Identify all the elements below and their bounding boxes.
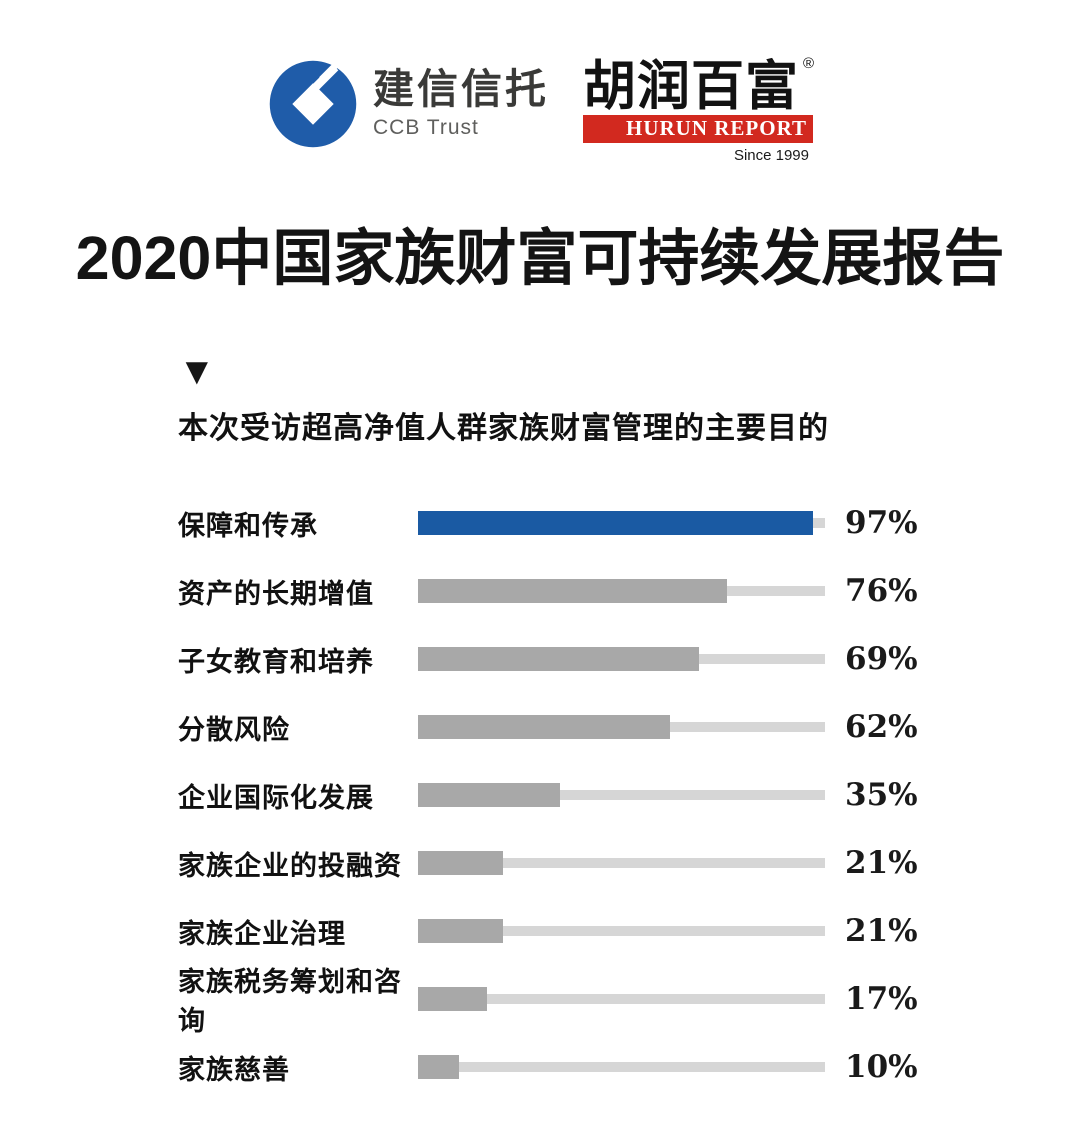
chart-section: ▼ 本次受访超高净值人群家族财富管理的主要目的 保障和传承 97% 资产的长期增… xyxy=(178,353,1080,1101)
hurun-banner: HURUN REPORT xyxy=(583,115,813,143)
category-label: 家族慈善 xyxy=(178,1054,290,1085)
category-label: 分散风险 xyxy=(178,714,290,745)
category-label: 保障和传承 xyxy=(178,510,318,541)
value-label: 62% xyxy=(845,709,918,745)
bar-remainder xyxy=(418,858,825,868)
bar-remainder xyxy=(418,994,825,1004)
ccb-name-en: CCB Trust xyxy=(373,115,479,139)
value-label: 35% xyxy=(845,777,918,813)
category-label: 家族税务筹划和咨询 xyxy=(178,967,402,1036)
bar-fill xyxy=(418,647,699,671)
value-label: 76% xyxy=(845,573,918,609)
bar-fill xyxy=(418,851,504,875)
value-label: 69% xyxy=(845,641,918,677)
bar-row: 家族企业治理 21% xyxy=(178,897,1080,965)
report-title: 2020中国家族财富可持续发展报告 xyxy=(75,224,1005,292)
bar-track xyxy=(418,579,825,603)
logo-header: 建信信托 CCB Trust 胡润百富 ® HURUN REPORT Since … xyxy=(0,0,1080,164)
category-label: 家族企业的投融资 xyxy=(178,850,402,881)
bar-track xyxy=(418,715,825,739)
ccb-trust-logo: 建信信托 CCB Trust xyxy=(267,58,549,150)
ccb-name-cn: 建信信托 xyxy=(373,66,549,113)
hurun-report-logo: 胡润百富 ® HURUN REPORT Since 1999 xyxy=(583,55,815,164)
bar-row: 资产的长期增值 76% xyxy=(178,557,1080,625)
value-label: 97% xyxy=(845,505,918,541)
triangle-marker-icon: ▼ xyxy=(178,351,216,393)
bar-fill xyxy=(418,511,813,535)
bar-remainder xyxy=(418,926,825,936)
category-label: 企业国际化发展 xyxy=(178,782,374,813)
bar-row: 分散风险 62% xyxy=(178,693,1080,761)
value-label: 21% xyxy=(845,845,918,881)
bar-row: 家族税务筹划和咨询 17% xyxy=(178,965,1080,1036)
hurun-since-label: Since 1999 xyxy=(733,147,809,164)
bar-fill xyxy=(418,919,504,943)
bar-row: 子女教育和培养 69% xyxy=(178,625,1080,693)
bar-row: 家族慈善 10% xyxy=(178,1033,1080,1101)
bar-row: 企业国际化发展 35% xyxy=(178,761,1080,829)
value-label: 10% xyxy=(845,1049,918,1085)
ccb-bank-icon xyxy=(267,58,359,150)
bar-fill xyxy=(418,715,671,739)
bar-track xyxy=(418,987,825,1011)
chart-title: 本次受访超高净值人群家族财富管理的主要目的 xyxy=(178,412,829,445)
bar-remainder xyxy=(418,790,825,800)
registered-mark: ® xyxy=(802,55,815,72)
bar-fill xyxy=(418,783,561,807)
bar-fill xyxy=(418,987,488,1011)
category-label: 子女教育和培养 xyxy=(178,646,374,677)
bar-fill xyxy=(418,1055,459,1079)
value-label: 17% xyxy=(845,981,918,1017)
bar-fill xyxy=(418,579,728,603)
value-label: 21% xyxy=(845,913,918,949)
bar-remainder xyxy=(418,1062,825,1072)
ccb-logo-text: 建信信托 CCB Trust xyxy=(373,68,549,139)
hurun-name-cn: 胡润百富 ® xyxy=(583,55,815,116)
bar-row: 家族企业的投融资 21% xyxy=(178,829,1080,897)
bar-chart: 保障和传承 97% 资产的长期增值 76% 子女教育和培养 69% 分散风险 6… xyxy=(178,489,1080,1101)
bar-track xyxy=(418,851,825,875)
bar-track xyxy=(418,1055,825,1079)
category-label: 家族企业治理 xyxy=(178,918,346,949)
bar-row: 保障和传承 97% xyxy=(178,489,1080,557)
bar-track xyxy=(418,647,825,671)
bar-track xyxy=(418,783,825,807)
bar-track xyxy=(418,919,825,943)
bar-track xyxy=(418,511,825,535)
category-label: 资产的长期增值 xyxy=(178,578,374,609)
